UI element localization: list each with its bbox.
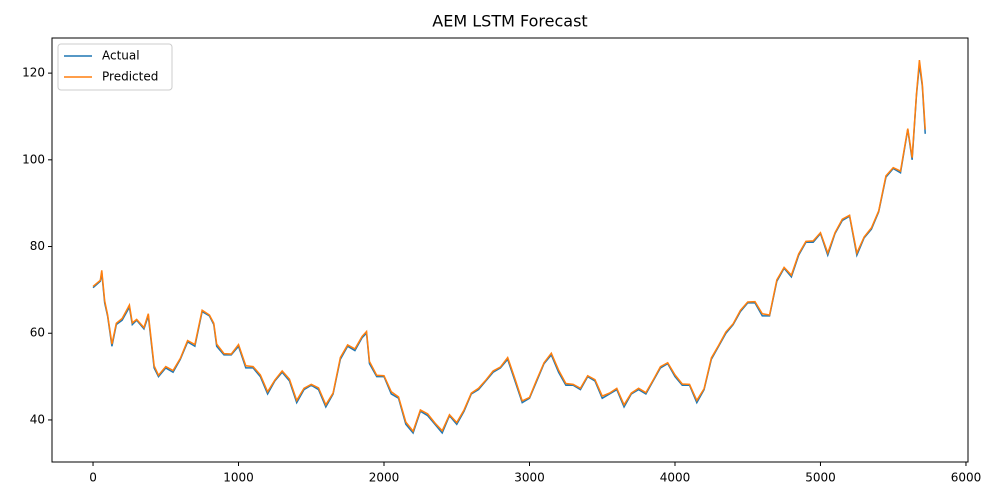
x-tick-label: 4000 [660, 471, 691, 485]
x-tick-label: 0 [89, 471, 97, 485]
legend-label: Predicted [102, 70, 158, 84]
series-line [92, 60, 926, 433]
y-tick-label: 100 [22, 152, 45, 166]
legend-label: Actual [102, 49, 140, 63]
x-tick-label: 2000 [369, 471, 400, 485]
chart-title: AEM LSTM Forecast [432, 12, 587, 31]
plot-frame [51, 37, 969, 463]
series-line [92, 64, 926, 435]
y-tick-label: 40 [30, 412, 45, 426]
x-tick-label: 6000 [951, 471, 982, 485]
x-tick-label: 5000 [805, 471, 836, 485]
y-tick-label: 60 [30, 326, 45, 340]
x-tick-label: 3000 [514, 471, 545, 485]
y-tick-label: 80 [30, 239, 45, 253]
x-tick-label: 1000 [223, 471, 254, 485]
y-tick-label: 120 [22, 66, 45, 80]
